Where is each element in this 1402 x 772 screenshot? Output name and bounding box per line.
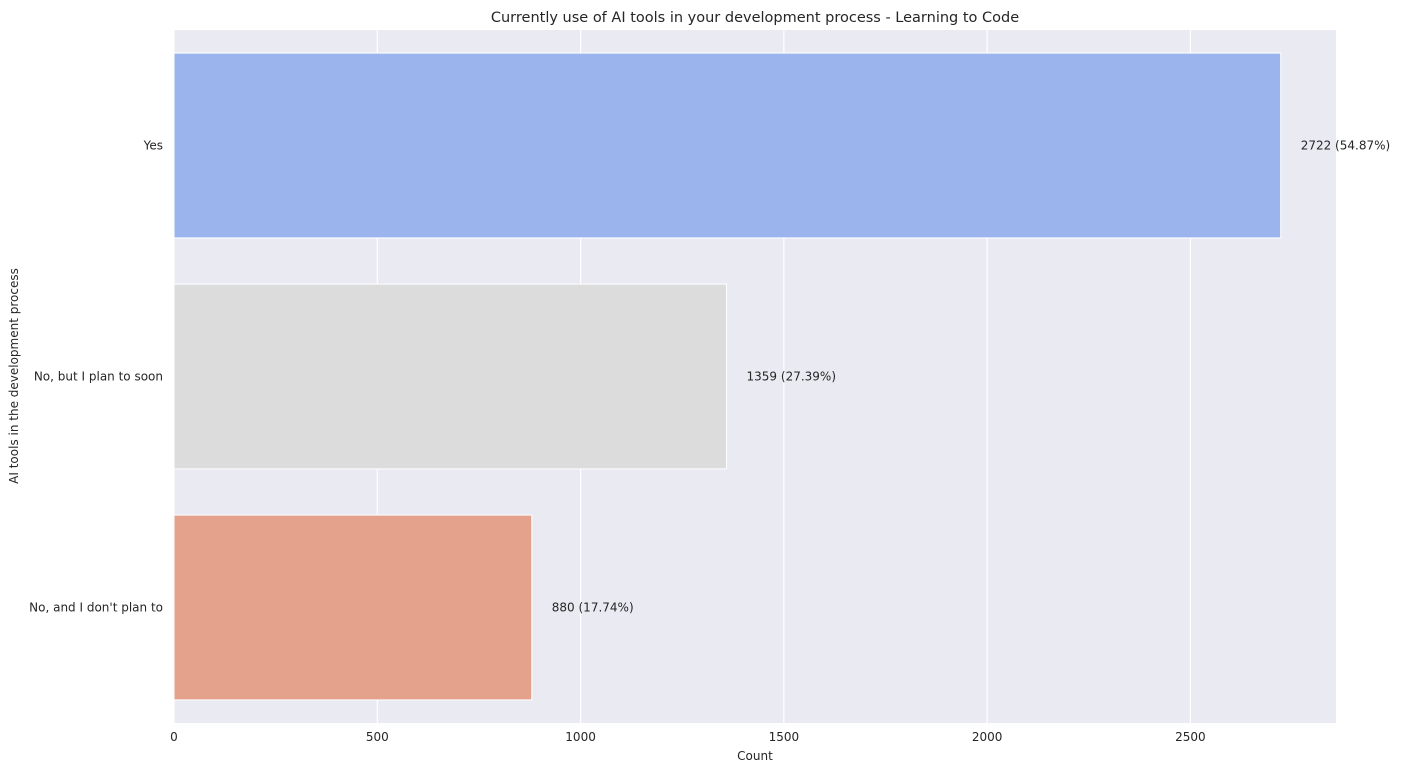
bar-value-label: 1359 (27.39%) [747,370,836,384]
bar [173,52,1282,239]
bar-value-label: 880 (17.74%) [552,601,634,615]
y-tick-label: No, but I plan to soon [34,370,163,384]
bar [173,514,533,701]
x-tick-label: 1500 [769,730,800,744]
x-axis-label: Count [737,749,773,763]
x-tick-label: 0 [170,730,178,744]
y-axis-label: AI tools in the development process [7,268,21,484]
y-tick-label: No, and I don't plan to [29,601,163,615]
x-tick-labels: 0 500 1000 1500 2000 2500 [170,730,1206,744]
bars [173,52,1282,701]
chart-title: Currently use of AI tools in your develo… [491,10,1019,26]
data-labels: 2722 (54.87%) 1359 (27.39%) 880 (17.74%) [552,139,1390,615]
y-tick-label: Yes [143,139,163,153]
x-tick-label: 2000 [972,730,1003,744]
bar [173,283,728,470]
x-tick-label: 2500 [1175,730,1206,744]
x-tick-label: 500 [366,730,389,744]
bar-value-label: 2722 (54.87%) [1301,139,1390,153]
y-tick-labels: Yes No, but I plan to soon No, and I don't… [29,139,163,615]
x-tick-label: 1000 [565,730,596,744]
